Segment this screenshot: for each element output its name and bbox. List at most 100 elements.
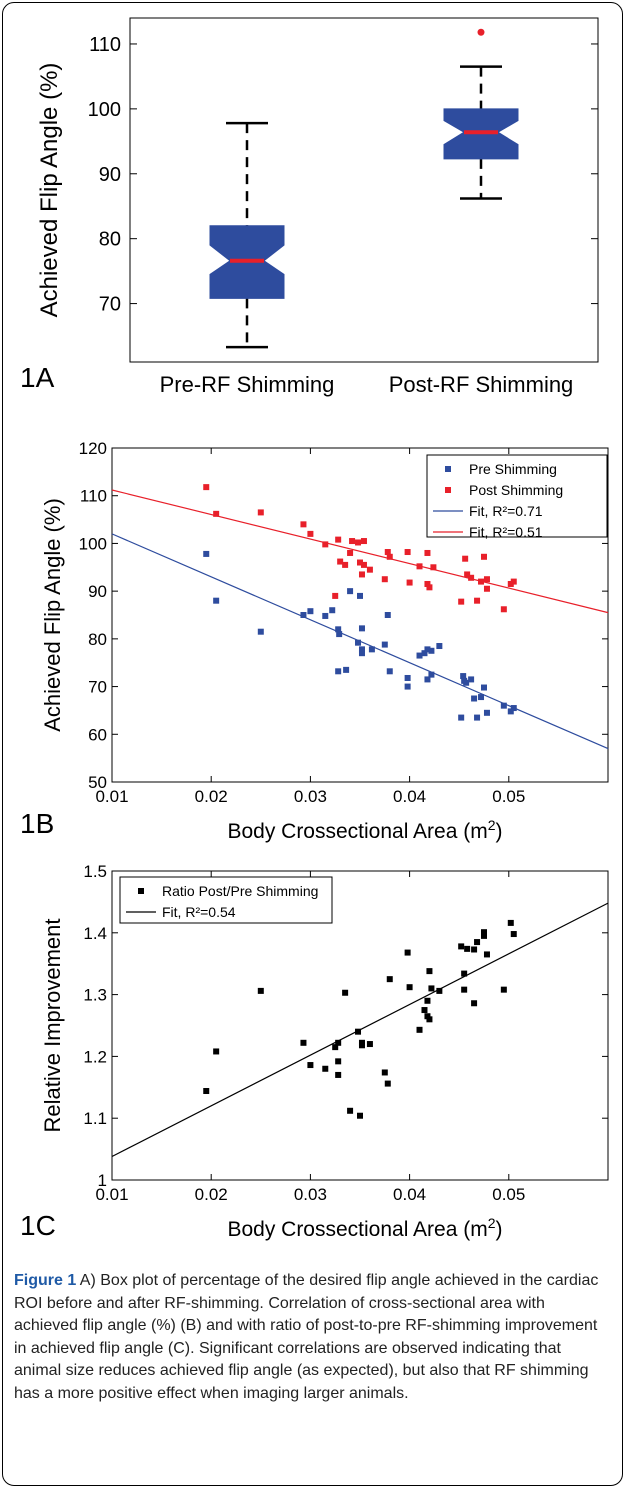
legend-label: Fit, R²=0.51 [469,524,543,540]
data-point-series-1 [474,597,481,604]
data-point-series-0 [335,1071,342,1078]
data-point-series-1 [483,585,490,592]
plot-area [111,870,609,1181]
data-point-series-1 [424,580,431,587]
x-axis-label-end: ) [496,820,503,843]
data-point-series-0 [335,668,342,675]
chart-1b-scatter: 0.01 0.02 0.03 0.04 0.05 50 60 70 80 90 100 110 120 P… [40,439,609,843]
data-point-series-1 [386,553,393,560]
x-tick-label: 0.02 [195,1185,228,1204]
data-point-series-0 [474,714,481,721]
data-point-series-0 [458,714,465,721]
x-axis-label: Body Crossectional Area (m2) [227,1215,502,1241]
data-point-series-0 [416,652,423,659]
data-point-series-0 [300,1039,307,1046]
data-point-series-0 [322,1065,329,1072]
data-point-series-1 [335,536,342,543]
data-point-series-0 [460,673,467,680]
data-point-series-0 [471,1000,478,1007]
data-point-series-0 [357,592,363,599]
data-point-series-0 [404,683,411,690]
data-point-series-1 [337,558,344,565]
data-point-series-1 [458,598,465,605]
data-point-series-1 [360,538,367,545]
x-axis-label: Body Crossectional Area (m2) [227,817,502,843]
data-point-series-0 [307,608,314,615]
data-point-series-0 [474,939,481,946]
data-point-series-0 [481,684,487,691]
data-point-series-0 [421,650,428,657]
data-point-series-1 [464,571,471,578]
y-tick-label: 80 [88,630,107,649]
data-point-series-0 [332,1044,339,1051]
data-point-series-0 [203,550,210,557]
data-point-series-0 [386,668,393,675]
data-point-series-0 [213,597,220,604]
y-tick-label: 100 [88,99,121,121]
data-point-series-0 [483,951,490,958]
data-point-series-0 [307,1062,314,1069]
panel-label-1b: 1B [20,808,55,839]
data-point-series-0 [510,931,517,938]
data-point-series-0 [481,929,487,936]
data-point-series-0 [483,709,490,716]
legend-box [119,876,333,924]
y-tick-label: 1 [98,1171,107,1190]
data-point-series-1 [510,578,517,585]
y-axis-label: Achieved Flip Angle (%) [36,63,63,318]
y-axis-label: Achieved Flip Angle (%) [40,498,65,732]
data-point-series-1 [381,576,388,583]
figure-caption: Figure 1 A) Box plot of percentage of th… [14,1270,612,1405]
data-point-series-1 [203,484,210,491]
data-point-series-1 [426,584,433,591]
x-tick-label: 0.02 [195,787,228,806]
legend-label: Fit, R²=0.54 [162,904,236,920]
data-point-series-0 [213,1048,220,1055]
legend-marker [138,888,144,894]
plot-area [129,17,599,363]
x-tick-label: 0.01 [95,1185,128,1204]
data-point-series-1 [430,564,437,571]
data-point-series-0 [404,949,411,956]
data-point-series-0 [357,1112,363,1119]
data-point-series-0 [510,705,517,712]
data-point-series-0 [500,702,507,709]
data-point-series-0 [358,650,365,657]
data-point-series-0 [335,1058,342,1065]
x-axis-label-superscript: 2 [488,1215,496,1231]
data-point-series-0 [424,676,431,683]
data-point-series-0 [421,1007,428,1014]
data-point-series-0 [342,989,349,996]
caption-label: Figure 1 [14,1272,77,1289]
x-tick-label: 0.04 [393,1185,426,1204]
y-tick-label: 1.3 [83,986,107,1005]
data-point-series-0 [257,628,264,635]
y-tick-label: 80 [99,229,121,251]
data-point-series-1 [300,521,307,528]
y-tick-label: 1.4 [83,924,107,943]
data-point-series-1 [349,538,356,545]
legend-label: Pre Shimming [469,461,557,477]
data-point-series-0 [366,1041,373,1048]
data-point-series-0 [461,986,468,993]
data-point-series-0 [368,646,375,653]
data-point-series-0 [416,1026,423,1033]
x-axis-label-text: Body Crossectional Area (m [227,1218,487,1241]
data-point-series-0 [404,674,411,681]
data-point-series-0 [436,987,443,994]
data-point-series-0 [335,626,342,633]
data-point-series-0 [507,708,514,715]
fit-line-1 [111,489,609,614]
data-point-series-1 [404,549,411,556]
data-point-series-1 [384,549,391,556]
panel-label-1a: 1A [20,362,55,393]
data-point-series-0 [381,1069,388,1076]
data-point-series-0 [468,676,475,683]
data-point-series-0 [463,679,470,686]
data-point-series-1 [332,592,339,599]
data-point-series-0 [481,932,487,939]
y-tick-label: 50 [88,773,107,792]
data-point-series-1 [360,561,367,568]
data-point-series-0 [300,612,307,618]
